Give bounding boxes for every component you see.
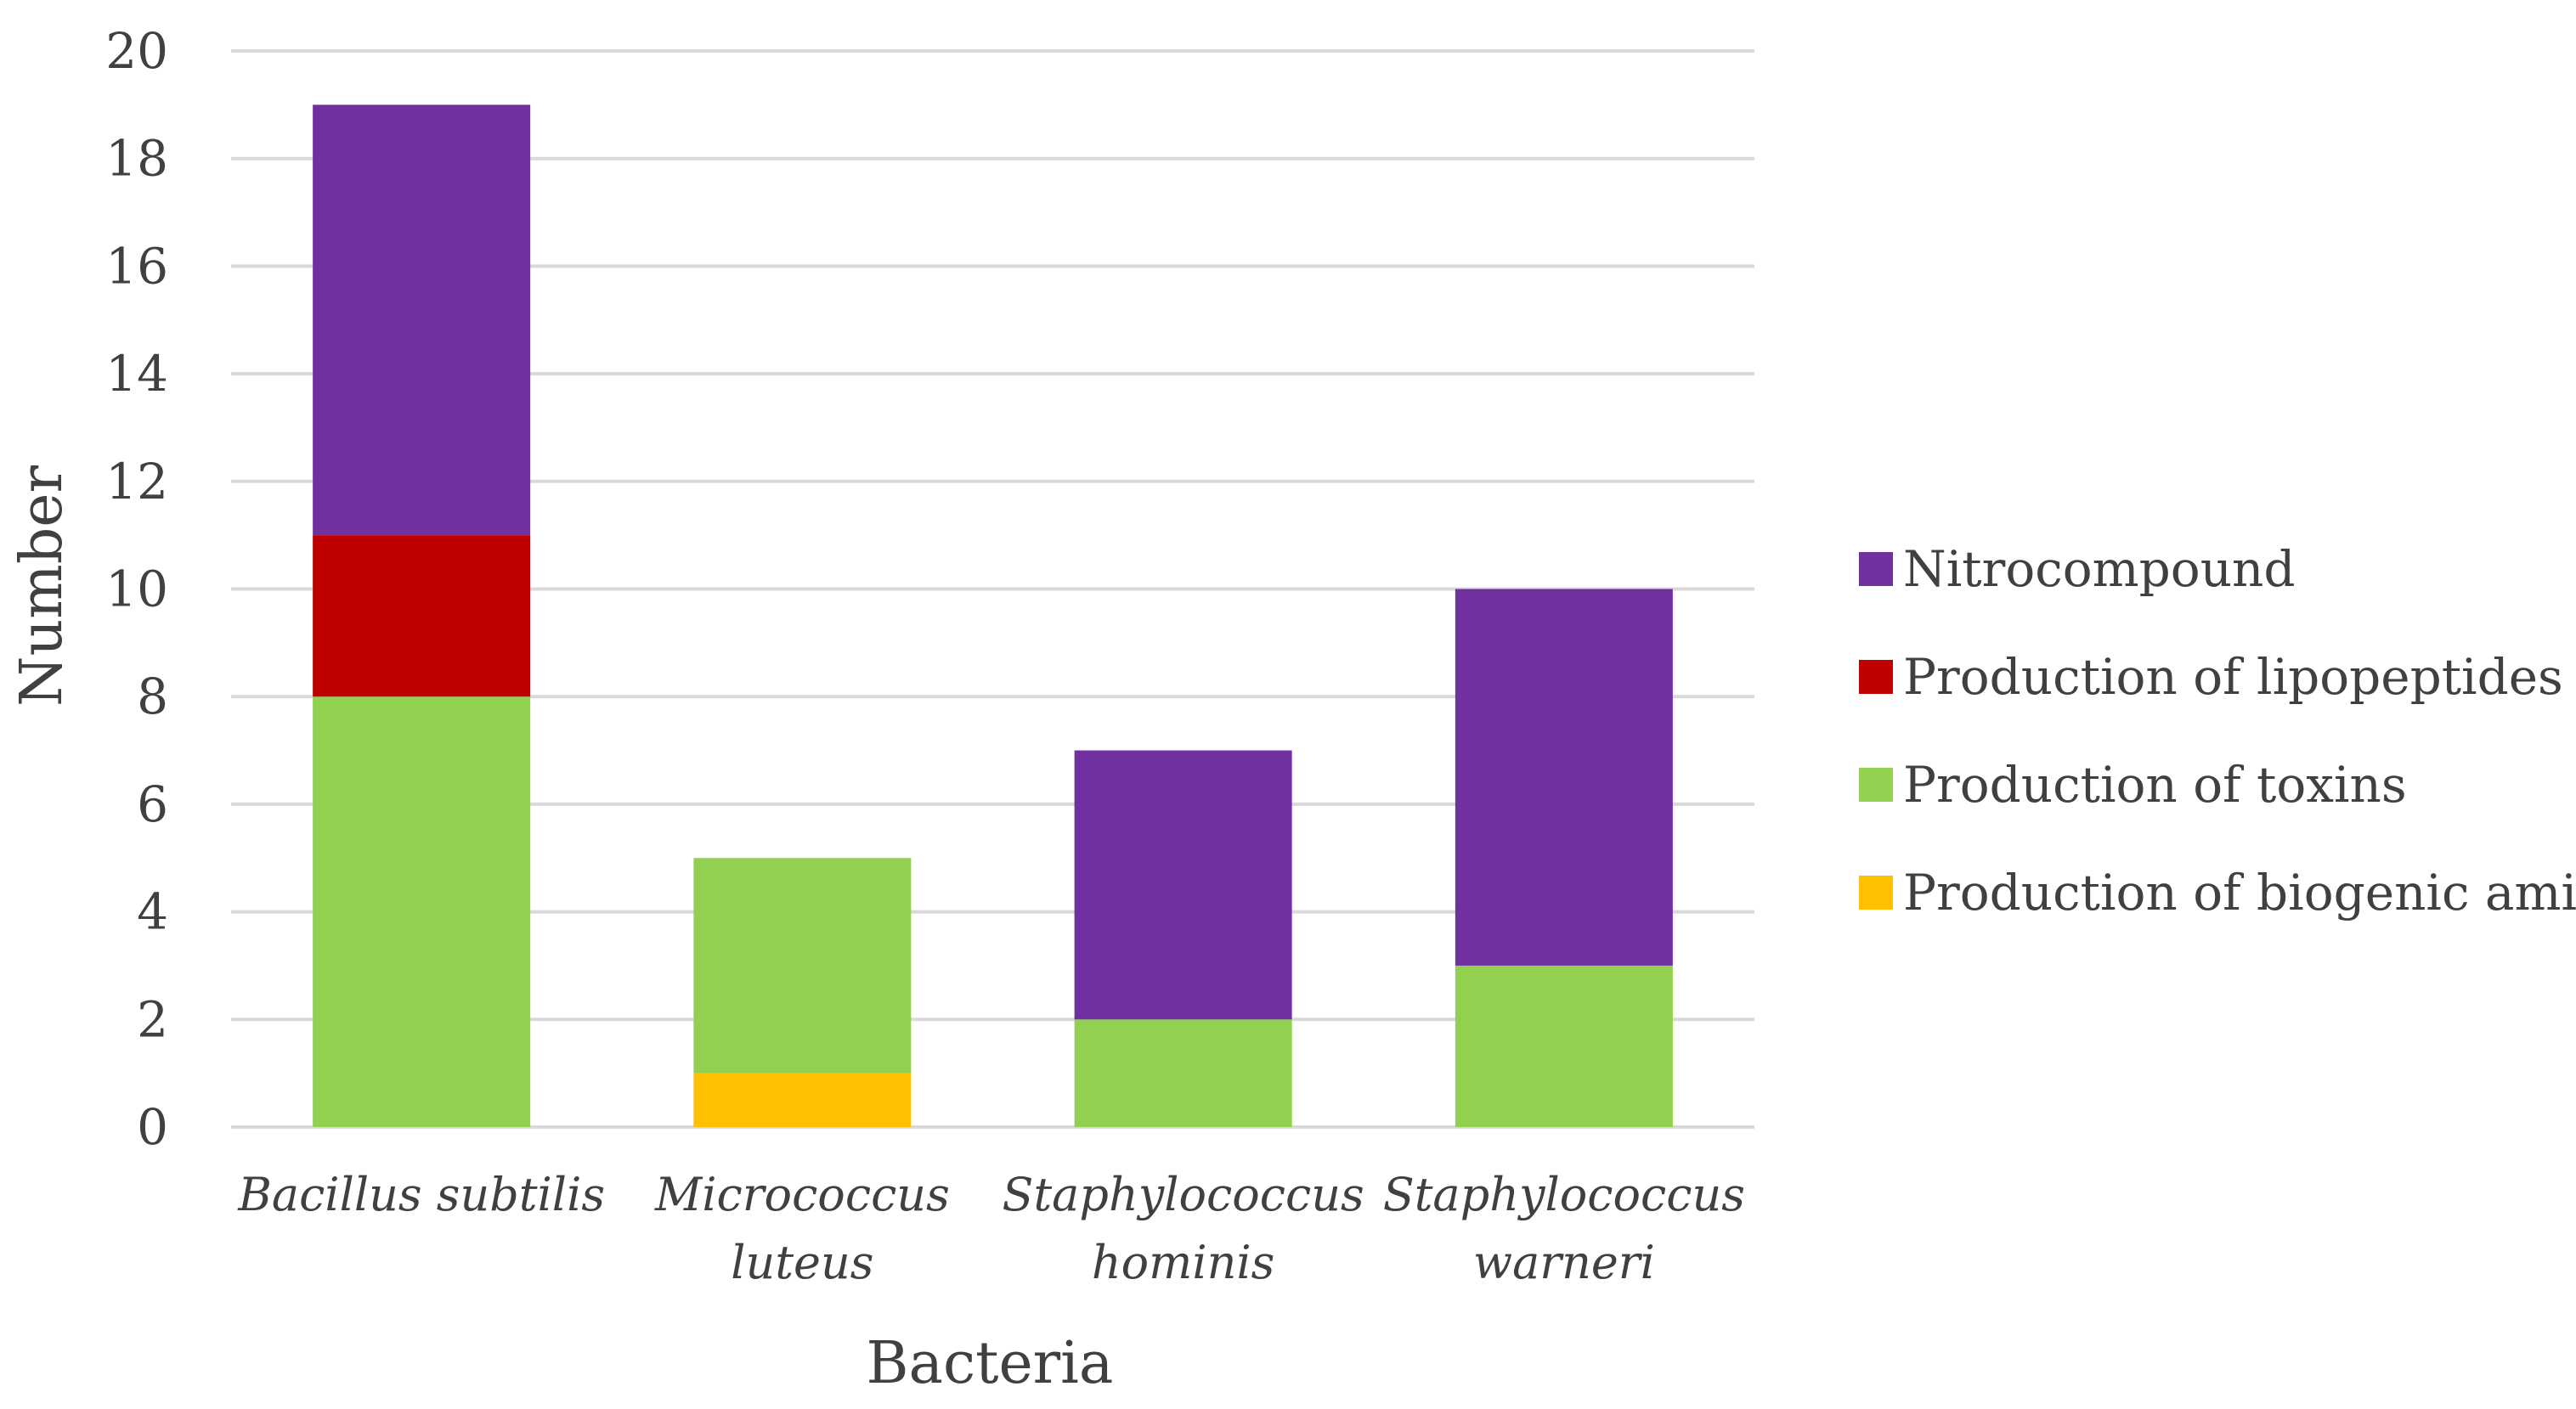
y-tick-labels: 0 2 4 6 8 10 12 14 16 18 20 xyxy=(105,22,168,1156)
x-category-labels: Bacillus subtilis Micrococcus luteus Staphy… xyxy=(237,1168,1745,1289)
bar-segment xyxy=(1455,589,1673,966)
legend-swatch xyxy=(1859,660,1893,694)
y-tick-label: 10 xyxy=(105,561,168,618)
x-axis-title: Bacteria xyxy=(867,1330,1114,1397)
y-tick-label: 18 xyxy=(105,130,168,188)
x-category-label: Bacillus subtilis xyxy=(237,1168,605,1221)
y-tick-label: 14 xyxy=(105,345,168,403)
x-category-label: Staphylococcus xyxy=(1002,1168,1364,1221)
y-tick-label: 12 xyxy=(105,453,168,510)
y-tick-label: 2 xyxy=(137,990,168,1048)
legend-label: Production of toxins xyxy=(1903,756,2407,814)
x-category-label: Micrococcus xyxy=(654,1168,950,1221)
y-tick-label: 20 xyxy=(105,22,168,80)
x-category-label: warneri xyxy=(1473,1236,1655,1289)
y-tick-label: 4 xyxy=(137,883,168,941)
y-axis-title: Number xyxy=(8,465,76,707)
legend-swatch xyxy=(1859,768,1893,802)
bars xyxy=(313,104,1673,1127)
legend-swatch xyxy=(1859,552,1893,586)
x-category-label: hominis xyxy=(1092,1236,1275,1289)
legend-swatch xyxy=(1859,876,1893,910)
legend: Nitrocompound Production of lipopeptides P… xyxy=(1859,540,2576,921)
y-tick-label: 6 xyxy=(137,775,168,833)
bar-segment xyxy=(693,1073,912,1127)
bar-segment xyxy=(1455,965,1673,1127)
bar-segment xyxy=(1074,1019,1292,1127)
x-category-label: luteus xyxy=(731,1236,873,1289)
x-category-label: Staphylococcus xyxy=(1383,1168,1745,1221)
bar-segment xyxy=(313,535,531,697)
y-tick-label: 8 xyxy=(137,668,168,725)
bar-segment xyxy=(693,858,912,1074)
bar-segment xyxy=(313,696,531,1127)
bar-segment xyxy=(313,104,531,536)
legend-label: Production of lipopeptides xyxy=(1903,648,2563,706)
y-tick-label: 0 xyxy=(137,1098,168,1156)
bar-segment xyxy=(1074,750,1292,1020)
legend-label: Nitrocompound xyxy=(1903,540,2296,598)
legend-label: Production of biogenic amines xyxy=(1903,864,2576,921)
y-tick-label: 16 xyxy=(105,237,168,295)
